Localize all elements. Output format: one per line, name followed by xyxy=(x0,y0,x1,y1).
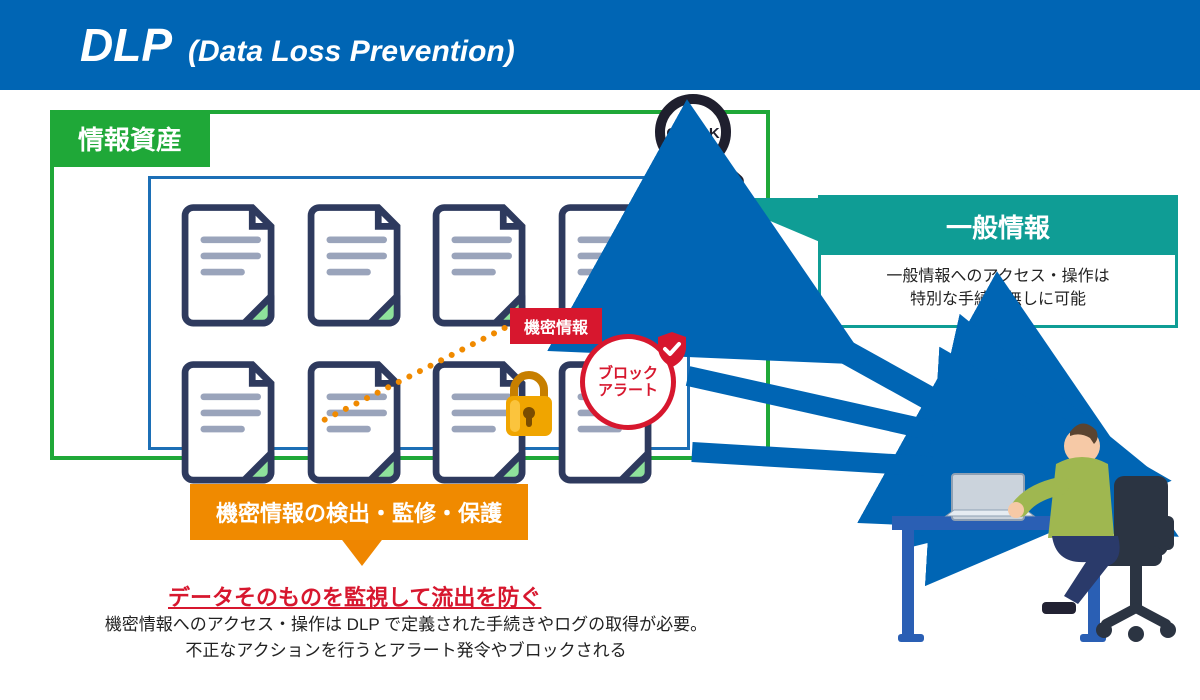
workstation-illustration xyxy=(892,386,1192,646)
description-text: 機密情報へのアクセス・操作は DLP で定義された手続きやログの取得が必要。 不… xyxy=(86,612,726,663)
shield-icon xyxy=(654,330,690,370)
header-subtitle: (Data Loss Prevention) xyxy=(188,35,515,69)
magnifier-label: CHECK xyxy=(666,125,720,142)
general-info-title: 一般情報 xyxy=(821,198,1175,255)
orange-bar-label: 機密情報の検出・監修・保護 xyxy=(190,484,528,540)
general-info-body: 一般情報へのアクセス・操作は 特別な手続き無しに可能 xyxy=(821,255,1175,325)
document-icon xyxy=(303,197,411,336)
asset-label: 情報資産 xyxy=(50,110,210,167)
header-bar: DLP (Data Loss Prevention) xyxy=(0,0,1200,90)
document-icon xyxy=(177,354,285,493)
magnifier-icon: CHECK xyxy=(643,88,763,208)
header-title: DLP xyxy=(80,18,172,72)
headline-text: データそのものを監視して流出を防ぐ xyxy=(168,580,541,612)
document-icon xyxy=(303,354,411,493)
confidential-tag: 機密情報 xyxy=(510,308,602,344)
document-icon xyxy=(177,197,285,336)
general-info-panel: 一般情報 一般情報へのアクセス・操作は 特別な手続き無しに可能 xyxy=(818,195,1178,328)
lock-icon xyxy=(500,370,558,440)
info-pointer xyxy=(716,198,820,242)
